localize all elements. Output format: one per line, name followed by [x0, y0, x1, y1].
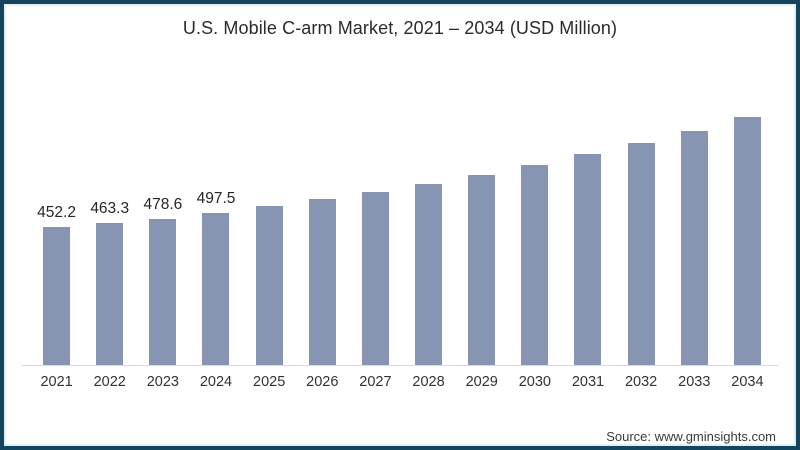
x-axis-tick-label: 2026 [306, 374, 339, 390]
bar-column [615, 115, 668, 365]
bar-column [508, 115, 561, 365]
bar-column: 497.5 [189, 115, 242, 365]
x-axis-tick-label: 2031 [571, 374, 605, 390]
bar [202, 212, 230, 365]
bar [574, 154, 602, 365]
bar-column [455, 115, 508, 365]
bar-column: 452.2 [30, 115, 83, 365]
bar [680, 130, 708, 365]
bar-column [349, 115, 402, 365]
bar [361, 191, 389, 365]
bar [308, 199, 336, 365]
bar [149, 218, 177, 365]
x-axis-tick-label: 2030 [518, 374, 551, 390]
bar-column [243, 115, 296, 365]
x-axis: 2021 2022 2023 2024 2025 2026 2027 2028 2029 2030… [30, 374, 774, 390]
x-axis-tick-label: 2024 [199, 374, 233, 390]
x-axis-tick-label: 2028 [412, 374, 445, 390]
x-axis-tick-label: 2021 [40, 374, 73, 390]
bar-column: 463.3 [83, 115, 136, 365]
bar-column [561, 115, 614, 365]
bar-column [296, 115, 349, 365]
x-axis-tick-label: 2027 [359, 374, 392, 390]
bar [521, 165, 549, 365]
bar [43, 226, 71, 365]
bar-column [721, 115, 774, 365]
bar-column [668, 115, 721, 365]
x-axis-line [22, 365, 778, 366]
bar [255, 206, 283, 365]
bar-column: 478.6 [136, 115, 189, 365]
bar-value-label: 497.5 [196, 189, 236, 207]
bar-value-label: 452.2 [37, 203, 76, 221]
x-axis-tick-label: 2034 [731, 374, 764, 390]
source-attribution: Source: www.gminsights.com [606, 429, 776, 444]
bar [733, 117, 761, 365]
bar [468, 175, 496, 365]
bar [415, 183, 443, 365]
x-axis-tick-label: 2025 [253, 374, 286, 390]
chart-title: U.S. Mobile C-arm Market, 2021 – 2034 (U… [182, 18, 618, 38]
plot-area: 452.2 463.3 478.6 497.5 [30, 115, 774, 365]
bar [96, 223, 124, 365]
x-axis-tick-label: 2022 [93, 374, 126, 390]
bar [627, 143, 655, 365]
x-axis-tick-label: 2032 [624, 374, 658, 390]
x-axis-tick-label: 2023 [146, 374, 179, 390]
bar-column [402, 115, 455, 365]
bar-value-label: 463.3 [90, 200, 130, 218]
x-axis-tick-label: 2029 [465, 374, 498, 390]
bar-value-label: 478.6 [143, 195, 183, 213]
x-axis-tick-label: 2033 [678, 374, 711, 390]
